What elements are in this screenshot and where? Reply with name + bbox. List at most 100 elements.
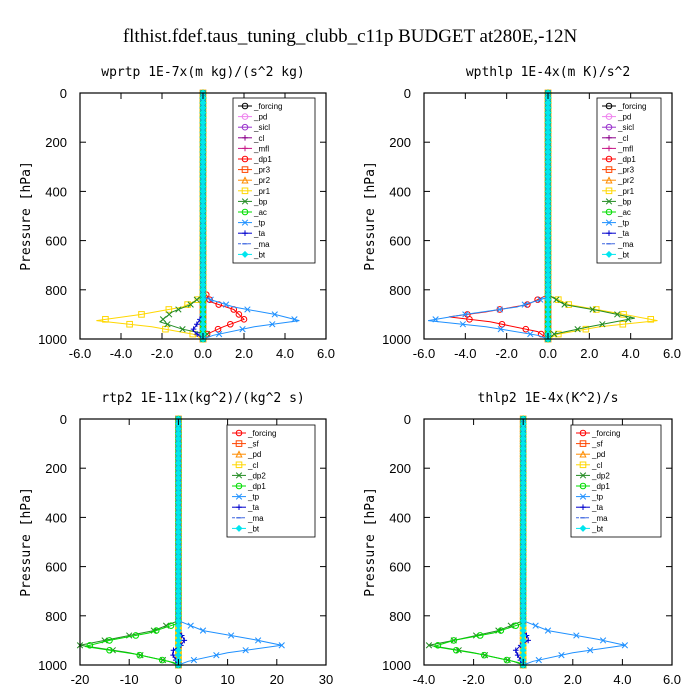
legend-box — [226, 424, 316, 538]
data-point — [86, 642, 94, 649]
legend-label: _bt — [591, 524, 604, 533]
data-point — [136, 651, 144, 659]
data-point — [207, 296, 214, 303]
legend-marker — [241, 155, 249, 163]
x-tick-label: -6.0 — [69, 346, 91, 361]
legend-marker — [606, 145, 612, 152]
series_bt — [544, 89, 552, 343]
y-tick-label: 200 — [45, 135, 67, 150]
legend-marker — [242, 145, 248, 152]
x-tick-label: -6.0 — [413, 346, 435, 361]
legend-marker — [605, 198, 613, 205]
data-point — [194, 321, 200, 328]
data-point — [199, 627, 207, 634]
data-point — [187, 301, 194, 308]
legend-label: _pd — [253, 113, 267, 122]
legend-marker — [605, 113, 613, 120]
legend-marker — [235, 461, 243, 469]
legend-label: _ta — [253, 229, 266, 238]
series-line — [428, 93, 549, 340]
legend-marker — [241, 176, 249, 184]
legend-marker — [241, 166, 249, 173]
legend-label: _bp — [253, 197, 268, 206]
panel-title: thlp2 1E-4x(K^2)/s — [478, 391, 619, 406]
data-point — [537, 296, 544, 303]
y-axis-label: Pressure [hPa] — [19, 487, 34, 597]
y-tick-label: 600 — [389, 234, 411, 249]
legend-marker — [235, 493, 243, 500]
legend-label: _pr1 — [617, 187, 635, 196]
series_bt — [174, 415, 182, 669]
legend-label: _ta — [591, 503, 604, 512]
legend-marker — [605, 208, 613, 216]
legend-marker — [579, 440, 587, 447]
data-point — [244, 306, 251, 313]
legend-label: _pd — [591, 450, 605, 459]
data-point — [614, 311, 621, 318]
data-point — [214, 325, 222, 333]
data-point — [181, 637, 188, 644]
legend-marker — [579, 472, 587, 479]
chart-panel-3: rtp2 1E-11x(kg^2)/(kg^2 s) Pressure [hPa]… — [19, 391, 333, 687]
data-point — [587, 647, 594, 654]
data-point — [522, 325, 530, 333]
data-point — [466, 316, 473, 323]
series_dp1 — [84, 415, 182, 669]
data-point — [532, 622, 539, 629]
y-tick-label: 400 — [45, 184, 67, 199]
data-point — [476, 632, 484, 639]
x-tick-label: 2.0 — [580, 346, 598, 361]
data-point — [132, 632, 140, 639]
panel-title: rtp2 1E-11x(kg^2)/(kg^2 s) — [101, 391, 305, 406]
y-tick-label: 200 — [389, 135, 411, 150]
x-tick-label: 6.0 — [317, 346, 335, 361]
data-point — [625, 316, 632, 323]
y-axis-label: Pressure [hPa] — [363, 487, 378, 597]
x-tick-label: -4.0 — [110, 346, 132, 361]
legend: _forcing _sf_pd _cl_dp2 _dp1 _tp_ta _ma_bt — [226, 424, 316, 538]
y-tick-label: 1000 — [38, 332, 67, 347]
figure-title: flthist.fdef.taus_tuning_clubb_c11p BUDG… — [123, 26, 578, 47]
legend-marker — [235, 472, 243, 479]
legend-label: _tp — [591, 493, 604, 502]
data-point — [206, 296, 213, 303]
legend-label: _pd — [247, 450, 261, 459]
series_pr1 — [96, 89, 207, 343]
data-point — [179, 326, 186, 333]
data-point — [599, 637, 607, 644]
legend-box — [570, 424, 662, 538]
y-axis-label: Pressure [hPa] — [363, 161, 378, 271]
data-point — [450, 637, 458, 644]
data-point — [239, 326, 246, 333]
legend-label: _pr2 — [617, 176, 635, 185]
data-point — [521, 301, 528, 308]
data-point — [213, 652, 220, 659]
data-point — [512, 622, 520, 629]
data-point — [434, 642, 442, 649]
data-point — [462, 311, 469, 318]
legend-label: _dp1 — [253, 155, 272, 164]
data-point — [240, 316, 248, 323]
data-point — [496, 306, 503, 313]
y-tick-label: 0 — [60, 412, 67, 427]
legend-label: _bt — [617, 250, 630, 259]
legend-label: _forcing — [591, 429, 620, 438]
y-tick-label: 600 — [389, 560, 411, 575]
data-point — [190, 656, 198, 664]
chart-panel-1: wprtp 1E-7x(m kg)/(s^2 kg) Pressure [hPa]… — [19, 65, 335, 361]
data-point — [535, 656, 542, 664]
data-point — [152, 627, 160, 634]
data-point — [271, 311, 278, 318]
plot-frame — [79, 418, 327, 666]
data-point — [498, 320, 506, 328]
x-tick-label: -2.0 — [495, 346, 517, 361]
legend-marker — [241, 208, 249, 216]
data-point — [175, 306, 182, 313]
legend-marker — [605, 102, 613, 110]
x-tick-label: 2.0 — [564, 672, 582, 687]
panel-title: wprtp 1E-7x(m kg)/(s^2 kg) — [101, 65, 305, 80]
legend-label: _ta — [617, 229, 630, 238]
data-point — [432, 316, 439, 323]
legend-label: _mfl — [617, 144, 633, 153]
y-tick-label: 200 — [45, 461, 67, 476]
